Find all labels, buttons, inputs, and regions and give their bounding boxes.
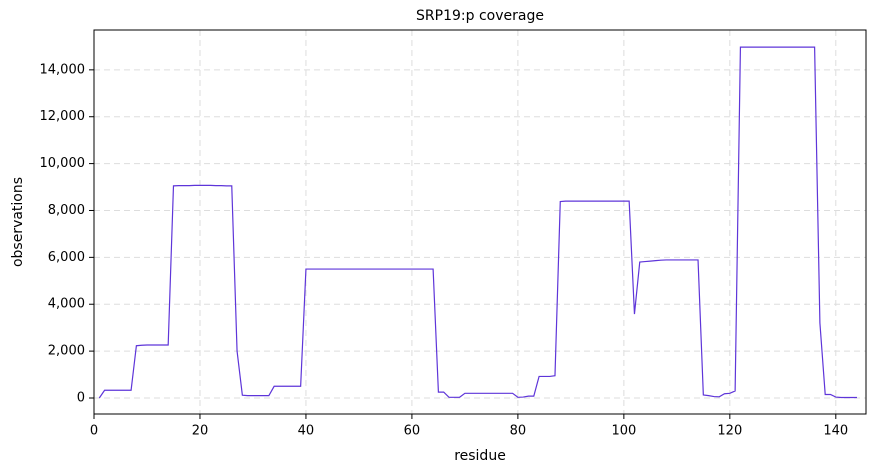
y-tick-label: 14,000 [40,62,86,77]
plot-frame [93,29,867,415]
y-tick-label: 10,000 [40,156,86,171]
chart-title: SRP19:p coverage [416,8,544,24]
x-tick-label: 100 [611,424,636,439]
y-tick-label: 8,000 [48,203,85,218]
data-line [98,46,857,399]
y-tick-label: 4,000 [48,297,85,312]
x-tick-label: 60 [404,424,421,439]
x-tick-label: 140 [823,424,848,439]
x-tick-label: 120 [717,424,742,439]
y-tick-label: 2,000 [48,344,85,359]
x-tick-label: 20 [192,424,209,439]
x-axis-label: residue [454,448,506,464]
y-tick-label: 0 [77,390,85,405]
y-tick-label: 12,000 [40,109,86,124]
x-tick-label: 40 [298,424,315,439]
x-tick-label: 0 [90,424,98,439]
y-tick-label: 6,000 [48,250,85,265]
x-tick-label: 80 [510,424,527,439]
y-axis-label: observations [10,177,26,267]
